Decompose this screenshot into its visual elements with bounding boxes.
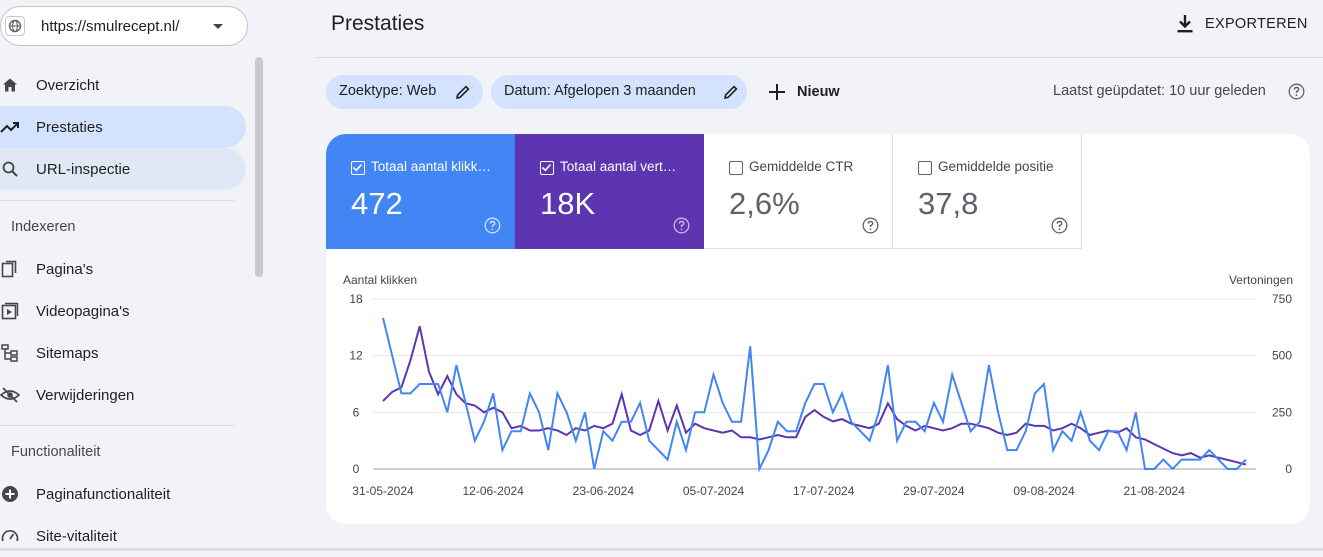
y-tick-label-right: 750 [1272,292,1292,306]
help-icon[interactable] [673,217,690,239]
sidebar-item-videopaginas[interactable]: Videopagina's [0,290,246,332]
divider [0,425,234,426]
metric-label: Totaal aantal vert… [560,159,677,174]
sidebar-item-paginas[interactable]: Pagina's [0,248,246,290]
sidebar-item-site-vitaliteit[interactable]: Site-vitaliteit [0,515,246,557]
metric-label: Totaal aantal klikk… [371,159,492,174]
property-selector[interactable]: https://smulrecept.nl/ [0,6,248,46]
sitemap-icon [0,343,20,363]
header-divider [316,57,1323,58]
y-tick-label-left: 12 [349,349,363,363]
last-updated-text: Laatst geüpdatet: 10 uur geleden [1053,83,1266,99]
search-icon [0,159,20,179]
globe-icon [5,16,25,36]
video-pages-icon [0,301,20,321]
x-tick-label: 05-07-2024 [683,484,745,498]
gauge-icon [0,526,20,546]
performance-card: Totaal aantal klikk… 472 Totaal aantal v… [326,134,1310,524]
home-icon [0,75,20,95]
y-axis-right-title: Vertoningen [1229,273,1293,287]
sidebar-item-label: Overzicht [36,77,100,94]
x-tick-label: 17-07-2024 [793,484,855,498]
section-title-indexeren: Indexeren [11,219,76,235]
performance-chart[interactable]: Aantal klikken Vertoningen 0 6 12 18 0 250 50… [326,264,1310,504]
sidebar-scrollbar[interactable] [255,57,263,277]
y-tick-label-left: 6 [353,405,360,419]
metric-value: 37,8 [918,186,979,221]
checkbox-unchecked-icon[interactable] [918,161,932,175]
pages-icon [0,259,20,279]
checkbox-checked-icon[interactable] [540,161,554,175]
sidebar-item-label: Site-vitaliteit [36,528,117,545]
x-tick-label: 31-05-2024 [352,484,414,498]
x-tick-label: 21-08-2024 [1123,484,1185,498]
help-icon[interactable] [484,217,501,239]
filter-chip-datum[interactable]: Datum: Afgelopen 3 maanden [491,75,747,109]
x-tick-label: 09-08-2024 [1013,484,1075,498]
last-updated-wrap: Laatst geüpdatet: 10 uur geleden [1053,83,1305,100]
metric-label: Gemiddelde CTR [749,159,854,174]
section-title-functionaliteit: Functionaliteit [11,444,101,460]
sidebar-item-label: Prestaties [36,119,103,136]
metric-average-ctr[interactable]: Gemiddelde CTR 2,6% [704,134,893,249]
y-axis-left-title: Aantal klikken [343,273,417,287]
metric-average-position[interactable]: Gemiddelde positie 37,8 [893,134,1082,249]
new-filter-label: Nieuw [797,84,840,100]
metric-value: 18K [540,186,596,221]
eye-off-icon [0,385,20,405]
sidebar-item-label: Verwijderingen [36,387,135,404]
filter-chip-label: Datum: Afgelopen 3 maanden [504,83,696,99]
x-tick-label: 12-06-2024 [462,484,524,498]
sidebar: https://smulrecept.nl/ Overzicht Prestat… [0,0,263,551]
y-tick-label-right: 250 [1272,405,1292,419]
plus-icon [768,83,786,106]
y-tick-label-right: 500 [1272,349,1292,363]
export-label: EXPORTEREN [1205,16,1308,32]
sidebar-item-paginafunctionaliteit[interactable]: Paginafunctionaliteit [0,473,246,515]
page-bottom-border [0,548,1323,551]
sidebar-item-label: URL-inspectie [36,161,131,178]
metric-value: 2,6% [729,186,800,221]
help-icon[interactable] [1051,217,1068,239]
trending-up-icon [0,117,20,137]
edit-pencil-icon[interactable] [723,84,739,100]
x-tick-label: 29-07-2024 [903,484,965,498]
divider [0,200,234,201]
sidebar-item-label: Videopagina's [36,303,130,320]
y-tick-label-left: 18 [349,292,363,306]
help-icon[interactable] [1288,83,1305,104]
metric-label: Gemiddelde positie [938,159,1054,174]
series-line-impressions [382,325,1247,466]
edit-pencil-icon[interactable] [455,84,471,100]
sidebar-item-label: Pagina's [36,261,94,278]
metric-total-clicks[interactable]: Totaal aantal klikk… 472 [326,134,515,249]
sidebar-item-url-inspectie[interactable]: URL-inspectie [0,148,246,190]
metric-total-impressions[interactable]: Totaal aantal vert… 18K [515,134,704,249]
sidebar-item-label: Paginafunctionaliteit [36,486,171,503]
filter-chip-label: Zoektype: Web [339,83,437,99]
download-icon [1176,14,1194,39]
x-tick-label: 23-06-2024 [573,484,635,498]
metric-value: 472 [351,186,403,221]
sidebar-item-label: Sitemaps [36,345,99,362]
page-title: Prestaties [331,12,425,35]
help-icon[interactable] [862,217,879,239]
filter-chip-zoektype[interactable]: Zoektype: Web [326,75,483,109]
series-line-clicks [382,317,1247,473]
sidebar-item-overzicht[interactable]: Overzicht [0,64,246,106]
checkbox-unchecked-icon[interactable] [729,161,743,175]
plus-circle-icon [0,484,20,504]
y-tick-label-left: 0 [353,462,360,476]
sidebar-item-verwijderingen[interactable]: Verwijderingen [0,374,246,416]
checkbox-checked-icon[interactable] [351,161,365,175]
chevron-down-icon [213,24,223,29]
sidebar-item-prestaties[interactable]: Prestaties [0,106,246,148]
property-url: https://smulrecept.nl/ [41,18,180,35]
sidebar-item-sitemaps[interactable]: Sitemaps [0,332,246,374]
y-tick-label-right: 0 [1285,462,1292,476]
